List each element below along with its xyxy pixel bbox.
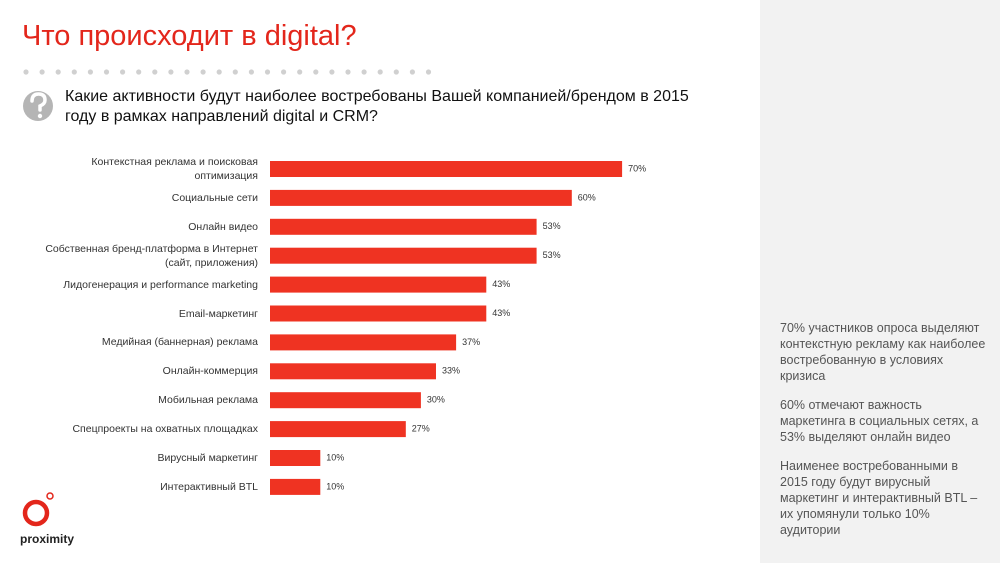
divider-dot	[23, 69, 29, 75]
value-label: 53%	[543, 250, 561, 260]
category-label: Онлайн видео	[188, 220, 258, 233]
divider-dot	[232, 69, 238, 75]
value-label: 10%	[326, 481, 344, 491]
value-label: 33%	[442, 366, 460, 376]
category-label: Интерактивный BTL	[160, 480, 258, 493]
logo-text: proximity	[20, 532, 75, 546]
divider-dot	[39, 69, 45, 75]
category-label: Мобильная реклама	[158, 394, 258, 407]
divider-dot	[136, 69, 142, 75]
divider-dot	[248, 69, 254, 75]
bar	[270, 161, 623, 177]
sidebar-paragraph: 70% участников опроса выделяют контекстн…	[780, 321, 986, 383]
divider-dot	[329, 69, 335, 75]
bar	[270, 305, 487, 322]
category-label: Собственная бренд-платформа в Интернет (…	[45, 242, 258, 269]
divider-dot	[377, 69, 383, 75]
category-label: Вирусный маркетинг	[157, 452, 258, 464]
divider-dot	[168, 69, 174, 75]
divider-dot	[55, 69, 61, 75]
divider-dot	[345, 69, 351, 75]
logo-ring	[22, 499, 50, 527]
bar	[270, 392, 421, 409]
bar	[270, 478, 321, 495]
divider-dot	[393, 69, 399, 75]
bar	[270, 276, 487, 293]
value-label: 43%	[492, 308, 510, 318]
value-label: 70%	[628, 163, 646, 173]
bar	[270, 450, 321, 466]
sidebar	[760, 0, 1000, 563]
value-label: 37%	[462, 337, 480, 347]
question-dot	[37, 113, 43, 119]
divider-dot	[200, 69, 206, 75]
divider-dot	[264, 69, 271, 75]
sidebar-paragraph: 60% отмечают важность маркетинга в социа…	[780, 398, 979, 444]
category-label: Лидогенерация и performance marketing	[63, 278, 258, 291]
value-label: 10%	[326, 452, 344, 462]
divider-dot	[184, 69, 190, 75]
bar	[270, 247, 537, 264]
value-label: 60%	[578, 192, 596, 202]
divider-dot	[71, 69, 77, 75]
bar	[270, 218, 537, 235]
bar	[270, 421, 406, 438]
category-label: Контекстная реклама и поисковая оптимиза…	[91, 156, 258, 182]
category-label: Социальные сети	[171, 191, 258, 204]
question: Какие активности будут наиболее востребо…	[65, 88, 689, 125]
title: Что происходит в digital?	[22, 20, 357, 52]
value-label: 43%	[492, 279, 510, 289]
bar	[270, 334, 457, 351]
divider-dot	[297, 69, 303, 75]
divider-dot	[281, 69, 287, 75]
value-label: 53%	[543, 221, 561, 231]
sidebar-text: 70% участников опроса выделяют контекстн…	[780, 320, 988, 551]
divider-dot	[425, 69, 432, 75]
divider-dot	[152, 69, 158, 75]
bar	[270, 363, 436, 380]
divider-dot	[361, 69, 367, 75]
value-label: 27%	[412, 423, 430, 433]
divider-dot	[103, 69, 110, 75]
sidebar-paragraph: Наименее востребованными в 2015 году буд…	[780, 459, 978, 537]
question-mark	[30, 92, 47, 112]
divider-dot	[409, 69, 415, 75]
category-label: Email-маркетинг	[178, 307, 258, 320]
divider-dot	[87, 69, 93, 75]
value-label: 30%	[427, 395, 445, 405]
category-label: Онлайн-коммерция	[162, 365, 258, 378]
divider-dot	[313, 69, 319, 75]
category-label: Спецпроекты на охватных площадках	[72, 423, 258, 436]
divider-dot	[120, 69, 126, 75]
divider-dot	[216, 69, 222, 75]
bar	[270, 189, 572, 206]
logo-dot	[46, 492, 54, 500]
category-label: Медийная (баннерная) реклама	[101, 336, 258, 349]
